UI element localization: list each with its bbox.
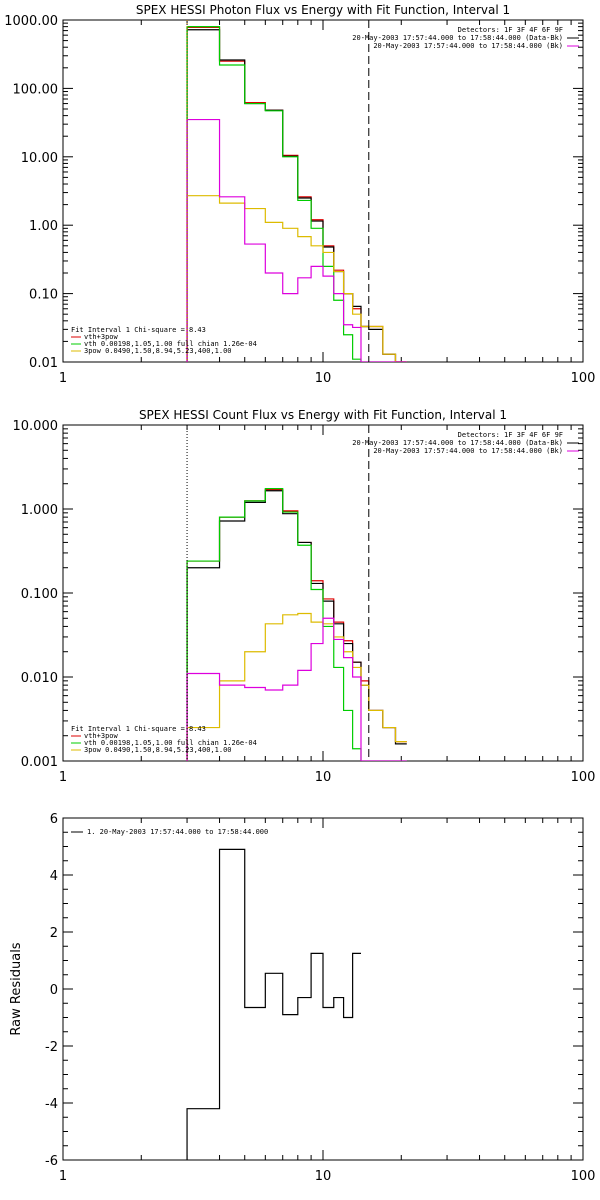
legend-entry: 1. 20-May-2003 17:57:44.000 to 17:58:44.… [87,828,268,836]
x-tick-label: 100 [571,371,596,386]
y-tick-label: -4 [45,1097,58,1112]
plot-frame [62,19,584,363]
count-flux-panel: SPEX HESSI Count Flux vs Energy with Fit… [13,408,596,785]
x-tick-label: 1 [59,371,67,386]
y-tick-label: 6 [50,812,58,827]
legend-bottom-entry: vth 0.00198,1.05,1.00 full chian 1.26e-0… [84,739,257,747]
legend-top-entry: Detectors: 1F 3F 4F 6F 9F [458,26,563,34]
data-series-line [186,848,361,1160]
y-tick-label: 0.100 [21,587,58,602]
y-tick-label: 2 [50,926,58,941]
photon-flux-panel: SPEX HESSI Photon Flux vs Energy with Fi… [4,3,595,386]
y-axis-label: Raw Residuals [9,942,24,1035]
plot-area [186,20,407,362]
data-series-line [186,195,407,362]
chart-title: SPEX HESSI Photon Flux vs Energy with Fi… [136,3,510,17]
y-tick-label: 0.01 [29,356,58,371]
x-tick-label: 10 [315,1169,332,1184]
legend-bottom-entry: 3pow 0.0490,1.50,8.94,5.23,400,1.00 [84,746,232,754]
legend-top-entry: 20-May-2003 17:57:44.000 to 17:58:44.000… [373,42,563,50]
data-series-line [186,617,407,761]
legend-top-entry: 20-May-2003 17:57:44.000 to 17:58:44.000… [352,439,563,447]
plot-area [186,848,361,1160]
legend-top-entry: 20-May-2003 17:57:44.000 to 17:58:44.000… [352,34,563,42]
legend-top-entry: Detectors: 1F 3F 4F 6F 9F [458,431,563,439]
y-tick-label: -2 [45,1040,58,1055]
legend-bottom-entry: vth+3pow [84,732,119,740]
legend-bottom-entry: vth+3pow [84,333,119,341]
legend-bottom-entry: vth 0.00198,1.05,1.00 full chian 1.26e-0… [84,340,257,348]
y-tick-label: 0.10 [29,288,58,303]
x-tick-label: 1 [59,1169,67,1184]
y-tick-label: 1.000 [21,503,58,518]
y-tick-label: 0.010 [21,671,58,686]
y-tick-label: 10.00 [21,151,58,166]
residuals-panel: 1 10 100 -6 -4 -2 0 2 4 6 Raw Residuals 1. 20-May-2… [9,812,595,1184]
y-tick-label: -6 [45,1154,58,1169]
x-tick-label: 10 [315,371,332,386]
y-tick-label: 0 [50,983,58,998]
legend-bottom-entry: 3pow 0.0490,1.50,8.94,5.23,400,1.00 [84,347,232,355]
y-tick-label: 1000.00 [4,14,58,29]
x-tick-label: 100 [571,1169,596,1184]
chart-title: SPEX HESSI Count Flux vs Energy with Fit… [139,408,507,422]
legend-bottom-entry: Fit Interval 1 Chi-square = 8.43 [71,725,206,733]
x-tick-label: 100 [571,770,596,785]
y-tick-label: 10.000 [13,419,59,434]
y-tick-label: 1.00 [29,219,58,234]
plot-area [186,425,407,761]
y-tick-label: 100.00 [13,82,59,97]
x-tick-label: 1 [59,770,67,785]
legend-bottom-entry: Fit Interval 1 Chi-square = 8.43 [71,326,206,334]
y-tick-label: 0.001 [21,755,58,770]
x-tick-label: 10 [315,770,332,785]
legend-top-entry: 20-May-2003 17:57:44.000 to 17:58:44.000… [373,447,563,455]
y-tick-label: 4 [50,869,58,884]
data-series-line [186,118,407,362]
